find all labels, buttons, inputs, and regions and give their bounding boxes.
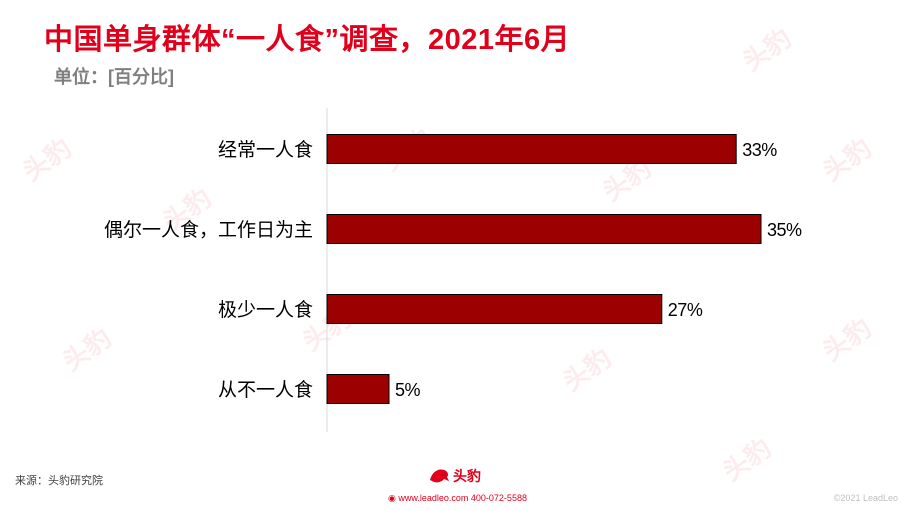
globe-icon: ◉ [388,493,396,503]
logo-text: 头豹 [453,468,481,484]
page-title: 中国单身群体“一人食”调查，2021年6月 [44,24,571,56]
bar [326,294,663,324]
category-label: 极少一人食 [218,299,313,321]
category-label: 偶尔一人食，工作日为主 [104,219,313,241]
contact-info: ◉ www.leadleo.com 400-072-5588 [388,493,527,504]
bar [326,134,737,164]
category-label: 从不一人食 [218,379,313,401]
watermark: 头豹 [736,22,797,77]
brand-logo: 头豹 [428,466,481,486]
leopard-logo-icon [430,469,449,483]
source-note: 来源：头豹研究院 [15,475,103,487]
data-label: 33% [742,140,777,160]
bar [326,374,390,404]
data-label: 27% [668,300,703,320]
category-label: 经常一人食 [218,139,313,161]
data-label: 35% [767,220,802,240]
contact-text: www.leadleo.com 400-072-5588 [398,493,527,503]
unit-label: 单位：[百分比] [54,67,174,87]
copyright: ©2021 LeadLeo [833,493,898,503]
bar-chart: 经常一人食 33% 偶尔一人食，工作日为主 35% 极少一人食 27% 从不一人食 5% [104,108,803,432]
data-label: 5% [395,380,421,400]
bar [326,214,762,244]
